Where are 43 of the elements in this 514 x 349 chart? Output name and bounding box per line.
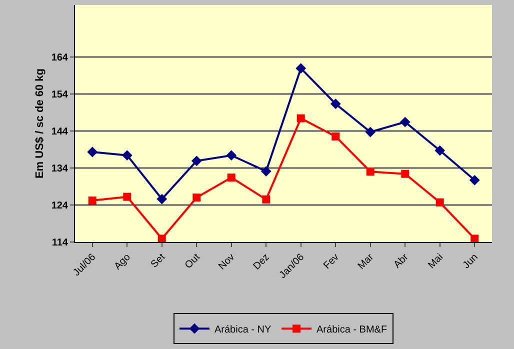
legend-label: Arábica - BM&F [316, 324, 388, 336]
x-tick-label: Ago [112, 252, 134, 272]
x-tick-label: Fev [322, 252, 342, 272]
point [156, 194, 168, 204]
point [400, 116, 410, 128]
x-tick-label: Mai [426, 252, 446, 272]
x-tick-label: Out [183, 252, 202, 272]
y-tick-label: 164 [51, 52, 68, 64]
point [88, 196, 96, 205]
x-tick-label: Set [149, 252, 168, 270]
y-tick-label: 134 [51, 163, 68, 174]
point [260, 166, 272, 176]
point [401, 170, 410, 178]
point [436, 198, 444, 206]
point [191, 156, 202, 166]
point [365, 126, 376, 138]
x-tick-label: Nov [216, 252, 238, 272]
point [296, 114, 305, 122]
point [332, 132, 340, 140]
y-tick-label: 144 [51, 126, 68, 138]
point [469, 174, 480, 186]
point [158, 234, 166, 242]
x-tick-label: Jun [461, 252, 480, 272]
point [470, 234, 479, 242]
point [366, 168, 374, 176]
point [226, 150, 237, 161]
x-tick-label: Mar [356, 251, 376, 272]
point [296, 63, 306, 74]
point [434, 145, 446, 156]
y-tick-label: 114 [52, 238, 68, 248]
point [123, 192, 132, 201]
y-axis-title: Em US$ / sc de 60 kg [34, 68, 46, 179]
point [122, 150, 132, 161]
y-tick-label: 124 [51, 200, 68, 212]
point [192, 194, 201, 202]
point [330, 98, 341, 110]
y-tick-label: 154 [51, 89, 68, 100]
x-tick-label: Abr [392, 251, 412, 271]
x-tick-label: Dez [251, 252, 272, 272]
point [87, 146, 98, 158]
legend-label: Arábica - NY [214, 324, 272, 336]
point [262, 195, 270, 204]
point [227, 174, 236, 182]
